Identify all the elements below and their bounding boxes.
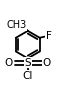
Text: CH3: CH3: [6, 20, 27, 30]
Text: F: F: [46, 31, 52, 41]
Text: O: O: [43, 58, 51, 68]
Text: Cl: Cl: [23, 71, 33, 81]
Text: S: S: [25, 58, 31, 68]
Text: O: O: [5, 58, 13, 68]
